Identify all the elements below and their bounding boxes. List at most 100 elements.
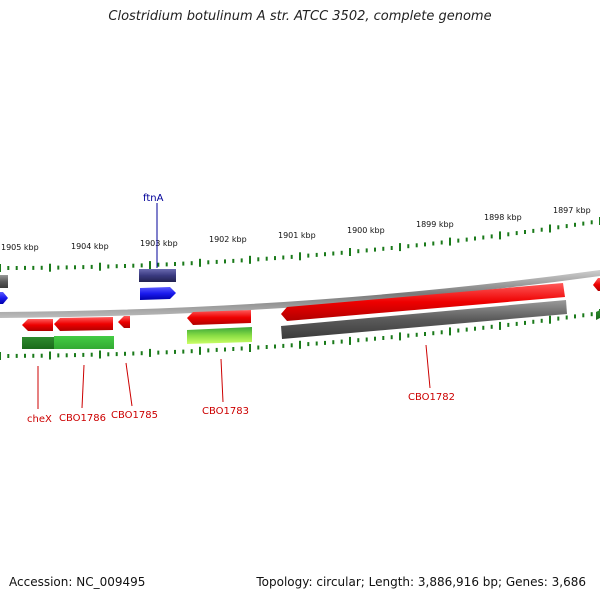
- scale-tick: [182, 261, 185, 266]
- gene-CBO1785[interactable]: [118, 316, 130, 328]
- scale-label-1904: 1904 kbp: [71, 242, 109, 251]
- scale-tick: [115, 264, 118, 269]
- scale-tick: [74, 265, 76, 270]
- scale-tick: [282, 343, 285, 348]
- scale-tick: [190, 349, 193, 354]
- scale-tick: [40, 265, 43, 270]
- gene-cheX[interactable]: [22, 319, 53, 331]
- scale-tick: [224, 347, 226, 352]
- scale-tick: [224, 259, 226, 264]
- scale-tick: [282, 255, 285, 260]
- scale-tick: [557, 316, 560, 321]
- scale-tick: [74, 353, 76, 358]
- scale-tick: [232, 347, 235, 351]
- scale-tick: [349, 248, 351, 256]
- scale-tick: [140, 263, 143, 268]
- gene-CBO1786[interactable]: [54, 317, 113, 331]
- scale-tick: [257, 257, 260, 262]
- scale-tick: [299, 340, 301, 349]
- scale-tick: [590, 312, 593, 317]
- scale-tick: [49, 263, 51, 272]
- scale-label-1898: 1898 kbp: [484, 213, 522, 222]
- scale-tick: [165, 350, 168, 355]
- scale-tick: [515, 231, 518, 236]
- scale-tick: [90, 264, 93, 269]
- scale-tick: [15, 353, 18, 358]
- scale-tick: [382, 336, 385, 340]
- label-CBO1785[interactable]: CBO1785: [111, 410, 158, 421]
- scale-tick: [174, 262, 176, 266]
- scale-tick: [490, 234, 493, 239]
- scale-tick: [432, 331, 435, 336]
- scale-label-1900: 1900 kbp: [347, 226, 385, 235]
- leader-CBO1786: [81, 364, 85, 409]
- scale-tick: [524, 320, 526, 325]
- scale-tick: [124, 264, 126, 268]
- scale-tick: [424, 332, 426, 336]
- scale-tick: [140, 351, 143, 356]
- label-ftnA[interactable]: ftnA: [143, 193, 164, 204]
- scale-tick: [99, 350, 101, 359]
- scale-tick: [207, 348, 210, 353]
- scale-tick: [249, 344, 251, 352]
- scale-tick: [165, 262, 168, 267]
- scale-tick: [299, 252, 301, 261]
- gene-right-edge-red[interactable]: [593, 278, 600, 291]
- gene-left-edge-blue[interactable]: [0, 292, 8, 304]
- scale-tick: [324, 252, 326, 257]
- scale-tick: [265, 256, 268, 261]
- scale-tick: [532, 228, 535, 233]
- scale-tick: [290, 254, 293, 259]
- scale-tick: [549, 224, 551, 233]
- genome-backbone: [0, 270, 600, 318]
- label-CBO1786[interactable]: CBO1786: [59, 413, 106, 424]
- scale-tick: [182, 349, 185, 354]
- scale-tick: [232, 258, 235, 263]
- scale-tick: [499, 231, 501, 240]
- scale-tick: [524, 230, 526, 234]
- scale-tick: [382, 246, 385, 251]
- scale-tick: [390, 335, 393, 340]
- gene-ftnA-rna[interactable]: [139, 269, 176, 282]
- cds-cheX[interactable]: [22, 337, 54, 349]
- scale-tick: [532, 319, 535, 324]
- scale-tick: [315, 252, 318, 257]
- scale-tick: [399, 332, 401, 341]
- cds-CBO1786[interactable]: [54, 336, 114, 349]
- scale-tick: [374, 336, 376, 341]
- gene-CBO1783[interactable]: [187, 310, 251, 325]
- gene-right-edge-green[interactable]: [596, 310, 600, 320]
- scale-tick: [357, 249, 360, 254]
- pseudo-CBO1782[interactable]: [281, 300, 567, 339]
- scale-tick: [307, 253, 310, 258]
- gene-ftnA[interactable]: [140, 287, 176, 300]
- scale-tick: [257, 345, 260, 350]
- scale-tick: [7, 266, 10, 270]
- scale-tick: [424, 242, 426, 247]
- scale-tick: [174, 349, 176, 354]
- label-CBO1783[interactable]: CBO1783: [202, 406, 249, 417]
- gene-CBO1782[interactable]: [281, 283, 565, 321]
- scale-tick: [457, 328, 460, 333]
- scale-tick: [590, 220, 593, 225]
- scale-tick: [407, 244, 410, 249]
- scale-tick: [107, 352, 110, 357]
- scale-tick: [24, 265, 26, 270]
- lower-scale-ticks: [0, 309, 600, 360]
- label-CBO1782[interactable]: CBO1782: [408, 392, 455, 403]
- scale-label-1899: 1899 kbp: [416, 220, 454, 229]
- scale-tick: [7, 354, 10, 358]
- scale-tick: [15, 266, 18, 270]
- scale-tick: [449, 327, 451, 336]
- scale-tick: [482, 325, 485, 330]
- label-cheX[interactable]: cheX: [27, 414, 52, 425]
- scale-tick: [565, 224, 568, 229]
- scale-tick: [132, 351, 135, 356]
- cds-CBO1783[interactable]: [187, 327, 252, 344]
- scale-tick: [332, 251, 335, 256]
- scale-tick: [340, 339, 343, 344]
- scale-tick: [149, 348, 151, 357]
- gene-left-edge-gray[interactable]: [0, 275, 8, 288]
- scale-tick: [157, 262, 160, 267]
